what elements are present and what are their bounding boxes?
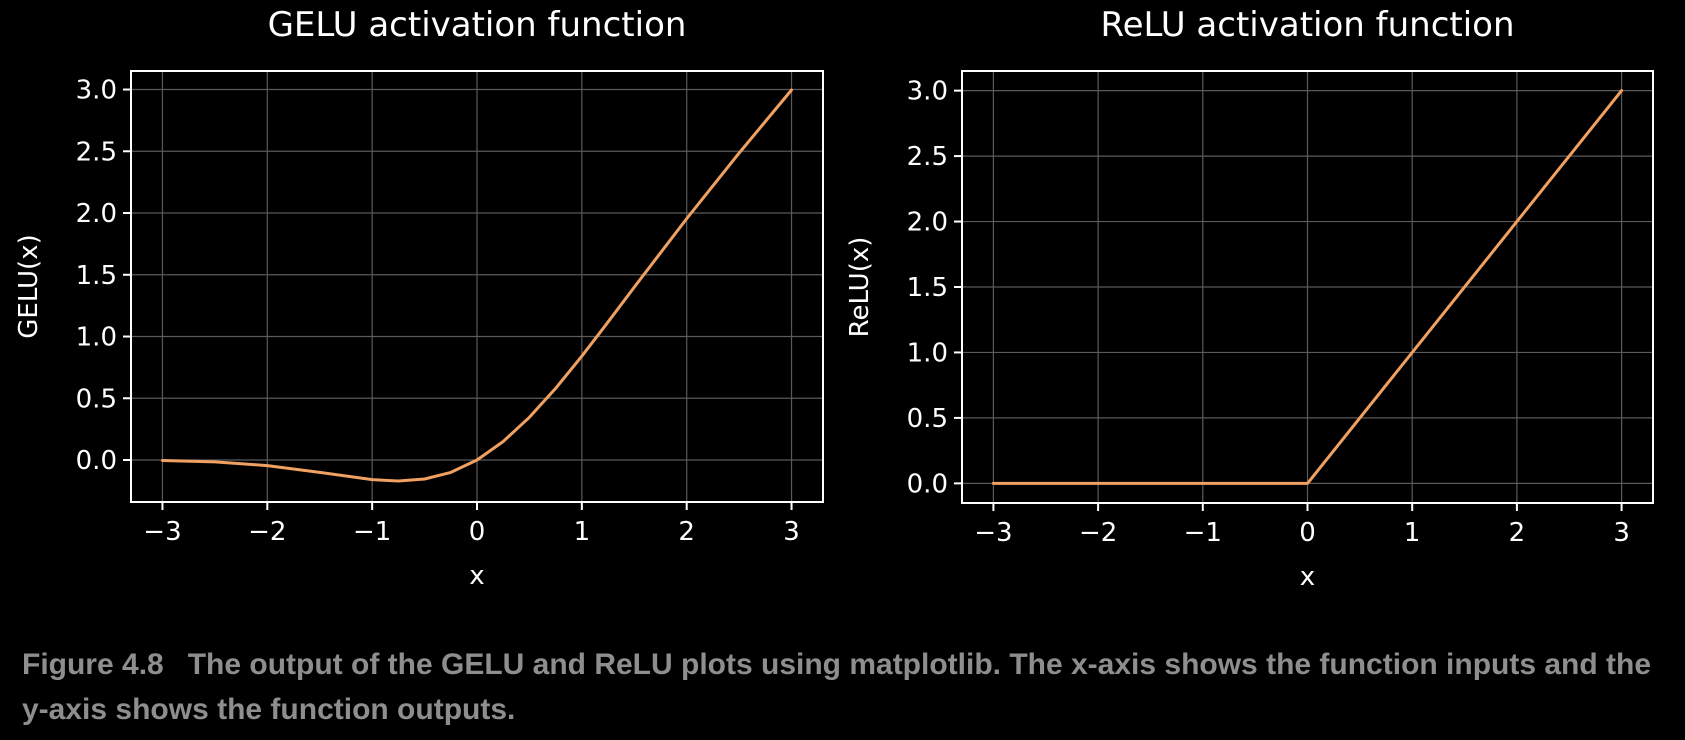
relu-chart: −3 −2 −1 0 1 2 3 0.0 0.5 1.0 1.5 2.0 2.5 3.0 ReLU acti… — [845, 5, 1654, 592]
y-tick-label: 0.0 — [76, 446, 117, 476]
figure-label: Figure 4.8 — [22, 648, 164, 681]
x-tick-label: −2 — [1079, 518, 1117, 548]
x-tick-label: 3 — [783, 517, 800, 547]
figure-caption-text: The output of the GELU and ReLU plots us… — [22, 648, 1652, 726]
gelu-chart-title: GELU activation function — [268, 5, 687, 45]
x-tick-label: 2 — [1509, 518, 1526, 548]
y-tick-label: 2.5 — [907, 142, 948, 172]
y-tick-label: 2.0 — [76, 199, 117, 229]
relu-x-axis-label: x — [1300, 562, 1315, 592]
y-tick-label: 0.5 — [907, 404, 948, 434]
y-tick-label: 3.0 — [76, 76, 117, 106]
gelu-series-line — [161, 88, 793, 483]
y-tick-label: 2.0 — [907, 208, 948, 238]
x-tick-label: −2 — [248, 517, 286, 547]
relu-series-line — [991, 89, 1624, 485]
x-tick-label: −3 — [143, 517, 181, 547]
figure-caption: Figure 4.8 The output of the GELU and ReL… — [22, 642, 1662, 732]
y-tick-label: 1.0 — [76, 323, 117, 353]
x-tick-label: −1 — [353, 517, 391, 547]
y-tick-label: 1.0 — [907, 338, 948, 368]
gelu-x-axis-label: x — [469, 561, 484, 591]
y-tick-label: 1.5 — [76, 261, 117, 291]
relu-chart-title: ReLU activation function — [1100, 5, 1514, 45]
y-tick-label: 3.0 — [907, 77, 948, 107]
figure: −3 −2 −1 0 1 2 3 0.0 0.5 1.0 1.5 2.0 2.5 3.0 GELU acti… — [14, 5, 1654, 592]
x-tick-label: 1 — [574, 517, 591, 547]
y-tick-label: 1.5 — [907, 273, 948, 303]
y-tick-label: 0.0 — [907, 469, 948, 499]
y-tick-label: 2.5 — [76, 137, 117, 167]
y-tick-label: 0.5 — [76, 384, 117, 414]
x-tick-label: 1 — [1404, 518, 1421, 548]
x-tick-label: 3 — [1613, 518, 1630, 548]
gelu-y-axis-label: GELU(x) — [14, 234, 44, 338]
x-tick-label: 0 — [469, 517, 486, 547]
gelu-chart: −3 −2 −1 0 1 2 3 0.0 0.5 1.0 1.5 2.0 2.5 3.0 GELU acti… — [14, 5, 824, 591]
x-tick-label: 0 — [1299, 518, 1316, 548]
x-tick-label: −3 — [974, 518, 1012, 548]
relu-y-axis-label: ReLU(x) — [845, 237, 875, 338]
x-tick-label: −1 — [1184, 518, 1222, 548]
x-tick-label: 2 — [678, 517, 695, 547]
